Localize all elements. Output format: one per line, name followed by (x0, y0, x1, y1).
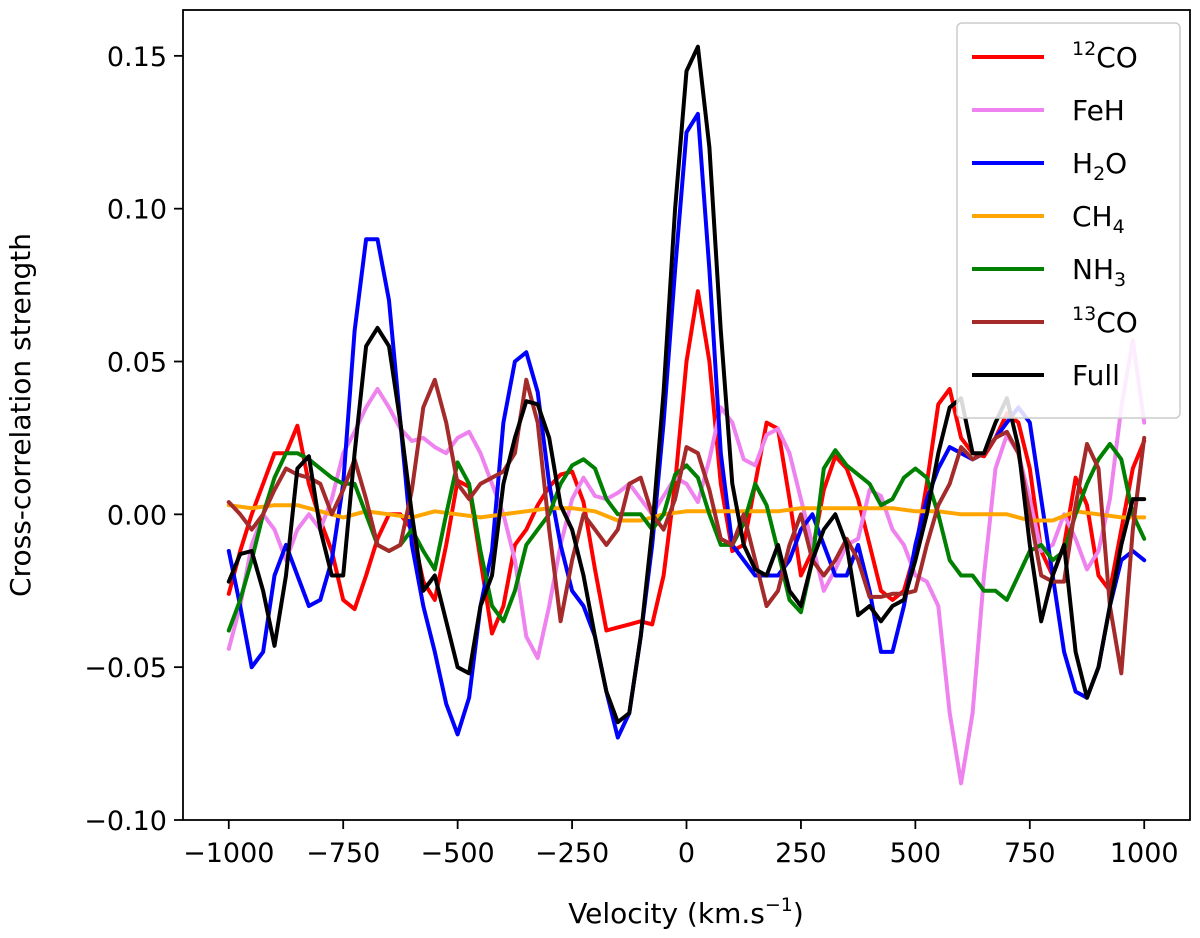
legend-label-3: CH4 (1072, 200, 1125, 238)
y-tick-label: −0.10 (84, 806, 167, 837)
x-tick-label: −250 (535, 838, 609, 869)
legend-label-0: 12CO (1072, 38, 1138, 74)
series-line-6 (226, 44, 1147, 725)
legend-label-2: H2O (1072, 147, 1127, 185)
x-tick-label: 750 (1004, 838, 1056, 869)
x-tick-label: 250 (775, 838, 827, 869)
x-tick-label: 500 (890, 838, 942, 869)
legend-label-5: 13CO (1072, 303, 1138, 339)
series-line-5 (226, 377, 1147, 676)
y-axis-label: Cross-correlation strength (4, 233, 37, 597)
y-tick-label: 0.05 (107, 348, 167, 379)
y-tick-label: 0.00 (107, 500, 167, 531)
legend-box (956, 22, 1181, 419)
y-axis: −0.10 −0.05 0.00 0.05 0.10 0.15 (84, 42, 183, 837)
x-axis-label: Velocity (km.s−1) (568, 894, 804, 930)
legend-label-4: NH3 (1072, 253, 1126, 291)
x-tick-label: −500 (421, 838, 495, 869)
y-tick-label: −0.05 (84, 653, 167, 684)
legend-label-6: Full (1072, 359, 1120, 392)
series-line-3 (226, 503, 1147, 523)
legend: 12CO FeH H2O CH4 NH3 13CO Full (956, 22, 1181, 419)
y-tick-label: 0.15 (107, 42, 167, 73)
x-tick-label: 0 (678, 838, 695, 869)
x-tick-label: 1000 (1110, 838, 1179, 869)
x-tick-label: −750 (306, 838, 380, 869)
x-axis: −1000 −750 −500 −250 0 250 500 750 1000 (183, 820, 1179, 869)
legend-label-1: FeH (1072, 94, 1125, 127)
series-layer (226, 44, 1147, 786)
x-tick-label: −1000 (183, 838, 274, 869)
series-line-1 (226, 338, 1147, 786)
y-tick-label: 0.10 (107, 195, 167, 226)
